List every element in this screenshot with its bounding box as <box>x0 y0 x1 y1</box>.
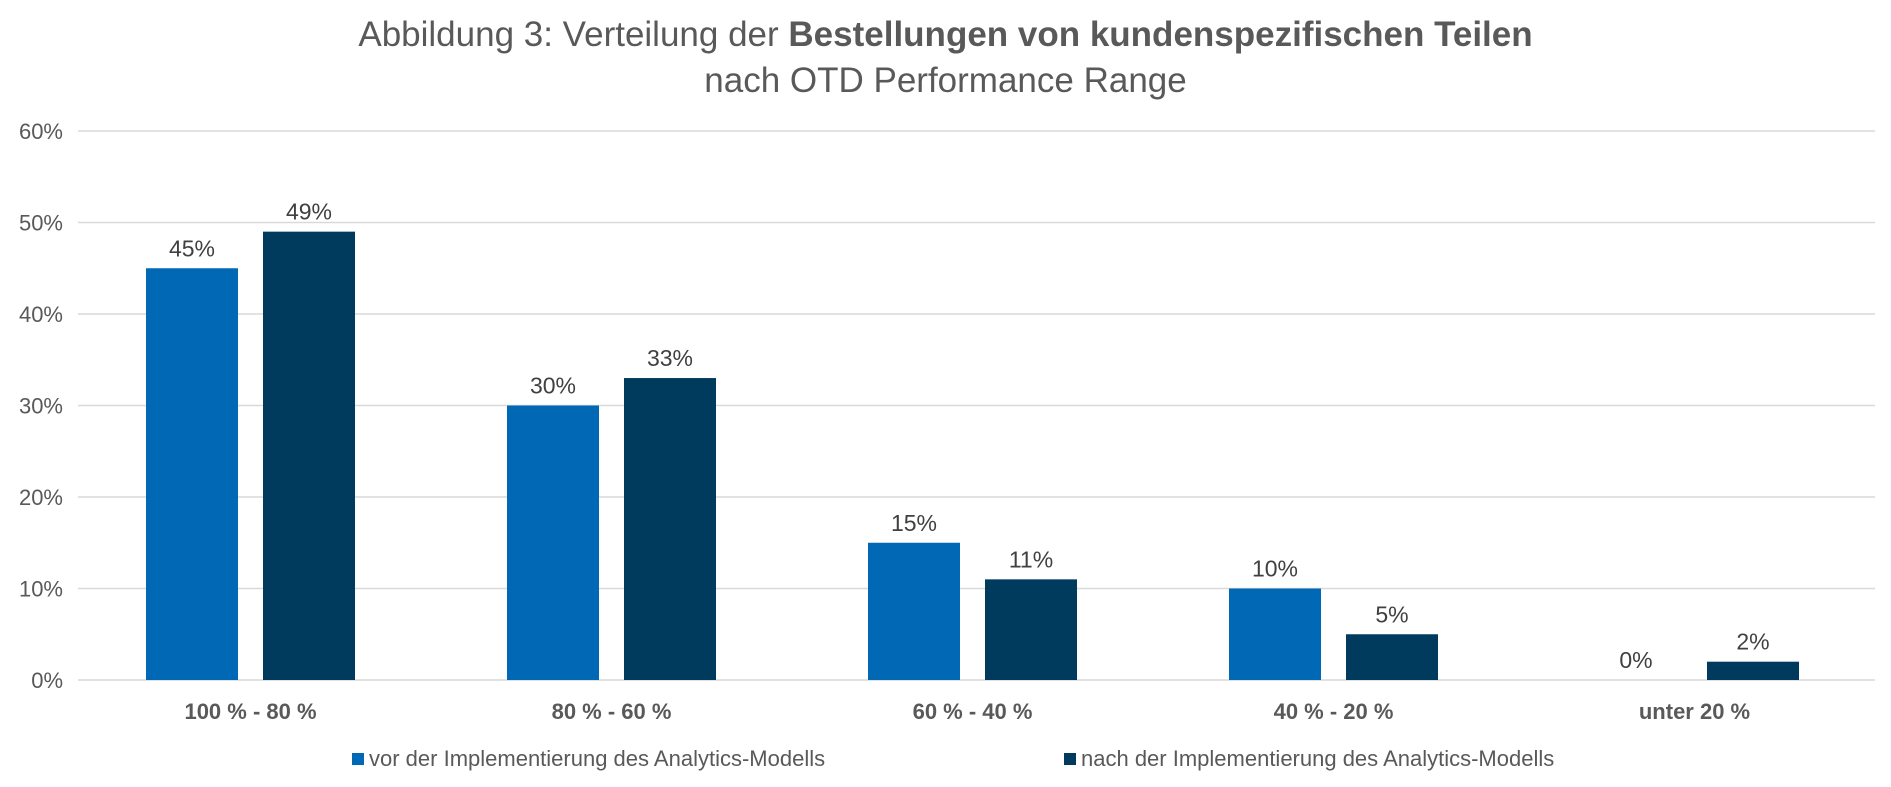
y-axis-ticks: 0% 10% 20% 30% 40% 50% 60% <box>19 119 63 693</box>
bar-series-2-4 <box>1346 634 1438 680</box>
y-tick-label: 50% <box>19 211 63 236</box>
legend-label-series-1: vor der Implementierung des Analytics-Mo… <box>369 746 826 771</box>
data-label-series-2-5: 2% <box>1736 629 1769 655</box>
data-label-series-2-1: 49% <box>286 199 332 225</box>
bar-series-2-3 <box>985 579 1077 680</box>
bar-series-1-2 <box>507 405 599 680</box>
data-label-series-1-4: 10% <box>1252 556 1298 582</box>
legend-item-series-2: nach der Implementierung des Analytics-M… <box>1064 746 1554 772</box>
bar-series-2-2 <box>624 378 716 680</box>
chart-title-part1: Abbildung 3: Verteilung der <box>358 15 789 54</box>
data-label-series-1-5: 0% <box>1619 647 1652 673</box>
data-labels: 45% 49% 30% 33% 15% 11% 10% 5% 0% 2% <box>169 199 1770 673</box>
data-label-series-2-3: 11% <box>1009 546 1053 572</box>
data-label-series-2-4: 5% <box>1375 601 1408 627</box>
data-label-series-2-2: 33% <box>647 345 693 371</box>
x-category-label: 40 % - 20 % <box>1274 699 1394 724</box>
y-tick-label: 10% <box>19 577 63 602</box>
legend-item-series-1: vor der Implementierung des Analytics-Mo… <box>352 746 825 772</box>
data-label-series-1-1: 45% <box>169 235 215 261</box>
legend-swatch-series-2 <box>1064 753 1076 765</box>
chart-title-bold: Bestellungen von kundenspezifischen Teil… <box>788 15 1533 54</box>
bar-series-1-4 <box>1229 588 1321 680</box>
data-label-series-1-2: 30% <box>530 373 576 399</box>
data-label-series-1-3: 15% <box>891 510 937 536</box>
bar-series-2-5 <box>1707 661 1799 680</box>
x-category-label: 100 % - 80 % <box>184 699 316 724</box>
y-tick-label: 0% <box>31 668 63 693</box>
bar-series-1-3 <box>868 542 960 680</box>
legend-label-series-2: nach der Implementierung des Analytics-M… <box>1081 746 1555 771</box>
x-category-label: 60 % - 40 % <box>913 699 1033 724</box>
legend-swatch-series-1 <box>352 753 364 765</box>
legend: vor der Implementierung des Analytics-Mo… <box>0 746 1891 786</box>
x-category-label: unter 20 % <box>1639 699 1750 724</box>
bar-series-2-1 <box>263 231 355 680</box>
x-axis-categories: 100 % - 80 % 80 % - 60 % 60 % - 40 % 40 % -… <box>184 699 1750 724</box>
chart-title: Abbildung 3: Verteilung der Bestellungen… <box>0 12 1891 104</box>
bar-series-1-1 <box>146 268 238 680</box>
bars <box>146 231 1799 680</box>
y-tick-label: 20% <box>19 485 63 510</box>
y-tick-label: 40% <box>19 302 63 327</box>
y-tick-label: 60% <box>19 119 63 144</box>
chart-title-line2: nach OTD Performance Range <box>704 61 1187 100</box>
x-category-label: 80 % - 60 % <box>552 699 672 724</box>
y-tick-label: 30% <box>19 394 63 419</box>
gridlines <box>78 130 1875 681</box>
